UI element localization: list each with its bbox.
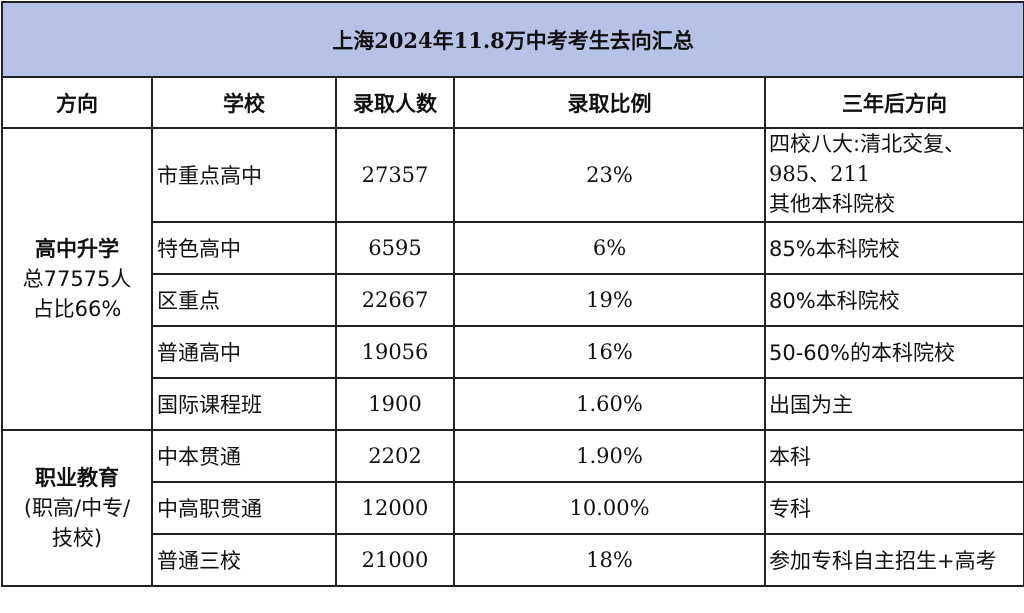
future-cell: 80%本科院校 [764,273,1024,327]
future-line: 四校八大:清北交复、 [769,132,966,156]
group-title: 职业教育 [35,466,119,490]
table-row: 国际课程班 1900 1.60% 出国为主 [2,377,1024,431]
admitted-cell: 27357 [335,127,455,223]
summary-table: 上海2024年11.8万中考考生去向汇总 方向 学校 录取人数 录取比例 三年后… [1,1,1024,587]
school-cell: 普通三校 [151,533,337,587]
school-cell: 区重点 [151,273,337,327]
school-cell: 中高职贯通 [151,481,337,535]
group-vocational: 职业教育 (职高/中专/ 技校) [1,429,153,587]
group-high-school: 高中升学 总77575人 占比66% [1,127,153,431]
school-cell: 特色高中 [151,221,337,275]
group-total: 总77575人 [22,267,132,291]
header-admitted: 录取人数 [335,76,455,129]
school-cell: 国际课程班 [151,377,337,431]
admitted-cell: 6595 [335,221,455,275]
ratio-cell: 6% [453,221,766,275]
table-row: 中高职贯通 12000 10.00% 专科 [2,481,1024,535]
ratio-cell: 18% [453,533,766,587]
ratio-cell: 16% [453,325,766,379]
ratio-cell: 19% [453,273,766,327]
table-row: 特色高中 6595 6% 85%本科院校 [2,221,1024,275]
header-direction: 方向 [1,76,153,129]
future-cell: 本科 [764,429,1024,483]
ratio-cell: 23% [453,127,766,223]
header-school: 学校 [151,76,337,129]
table-row: 区重点 22667 19% 80%本科院校 [2,273,1024,327]
admitted-cell: 21000 [335,533,455,587]
group-subtitle: (职高/中专/ [23,496,131,520]
school-cell: 普通高中 [151,325,337,379]
table-row: 职业教育 (职高/中专/ 技校) 中本贯通 2202 1.90% 本科 [1,429,1024,587]
group-share: 占比66% [32,297,122,321]
header-ratio: 录取比例 [453,76,766,129]
future-line: 其他本科院校 [769,192,895,213]
group-title: 高中升学 [35,237,119,261]
admitted-cell: 22667 [335,273,455,327]
ratio-cell: 10.00% [453,481,766,535]
future-cell: 出国为主 [764,377,1024,431]
table-row: 普通三校 21000 18% 参加专科自主招生+高考 [2,533,1024,587]
group-subtitle: 技校) [51,526,103,550]
future-line: 985、211 [769,162,871,186]
admitted-cell: 2202 [335,429,455,483]
admitted-cell: 19056 [335,325,455,379]
admitted-cell: 12000 [335,481,455,535]
table-row: 高中升学 总77575人 占比66% 市重点高中 27357 23% 四校八大:… [1,127,1024,431]
school-cell: 中本贯通 [151,429,337,483]
header-future: 三年后方向 [764,76,1024,129]
table-row: 普通高中 19056 16% 50-60%的本科院校 [2,325,1024,379]
table-title: 上海2024年11.8万中考考生去向汇总 [1,1,1024,78]
future-cell: 50-60%的本科院校 [764,325,1024,379]
future-cell: 专科 [764,481,1024,535]
title-row: 上海2024年11.8万中考考生去向汇总 [1,1,1024,78]
future-cell: 85%本科院校 [764,221,1024,275]
admitted-cell: 1900 [335,377,455,431]
future-cell: 参加专科自主招生+高考 [764,533,1024,587]
future-cell: 四校八大:清北交复、 985、211 其他本科院校 [764,127,1024,223]
ratio-cell: 1.90% [453,429,766,483]
ratio-cell: 1.60% [453,377,766,431]
school-cell: 市重点高中 [151,127,337,223]
header-row: 方向 学校 录取人数 录取比例 三年后方向 [1,76,1024,129]
